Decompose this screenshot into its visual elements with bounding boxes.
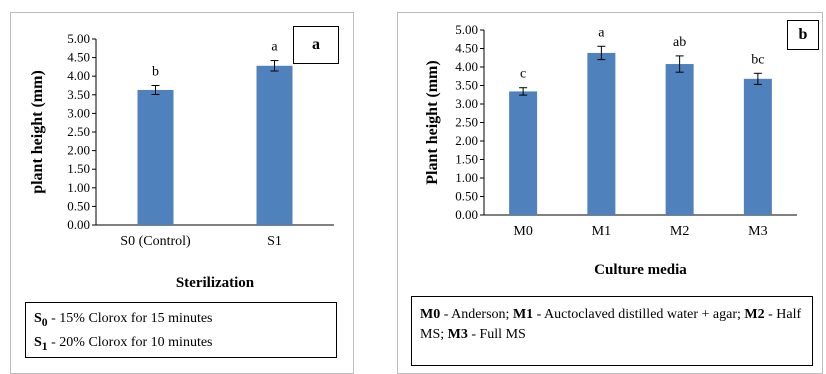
y-tick-label: 1.00	[455, 170, 478, 185]
y-tick-label: 1.50	[455, 152, 478, 167]
x-tick-label: S0 (Control)	[120, 234, 191, 249]
y-tick-label: 4.50	[67, 50, 90, 65]
x-tick-label: S1	[267, 234, 282, 249]
y-tick-label: 4.00	[67, 68, 90, 83]
bar	[256, 65, 293, 225]
y-tick-label: 3.00	[455, 96, 478, 111]
significance-letter: c	[520, 67, 526, 82]
y-tick-label: 5.00	[67, 31, 90, 46]
legend-key-sub: 1	[41, 339, 48, 353]
legend-box-a: S0 - 15% Clorox for 15 minutes S1 - 20% …	[25, 302, 337, 358]
bar	[587, 52, 616, 215]
legend-text: - Anderson;	[440, 307, 513, 322]
x-tick-label: M1	[592, 224, 611, 239]
legend-key: M1	[512, 307, 534, 322]
y-tick-label: 1.50	[67, 161, 90, 176]
x-tick-label: M0	[513, 224, 532, 239]
bar	[137, 89, 174, 226]
significance-letter: ab	[673, 35, 686, 50]
x-axis-title: Sterilization	[176, 275, 255, 291]
y-tick-label: 2.00	[67, 143, 90, 158]
legend-box-b: M0 - Anderson; M1 - Auctoclaved distille…	[411, 296, 813, 366]
y-tick-label: 0.00	[455, 207, 478, 222]
y-tick-label: 1.00	[67, 180, 90, 195]
legend-key-sub: 0	[41, 315, 48, 329]
y-tick-label: 3.00	[67, 105, 90, 120]
panel-label-b: b	[787, 20, 819, 50]
x-tick-label: M3	[748, 224, 767, 239]
chart-b: 0.00 0.50 1.00 1.50 2.00 2.50 3.00 3.50 4.00 4.50…	[424, 22, 797, 278]
x-tick-label: M2	[670, 224, 689, 239]
y-tick-label: 3.50	[67, 87, 90, 102]
x-axis-title: Culture media	[594, 262, 687, 278]
significance-letter: b	[152, 65, 159, 80]
legend-key: M0	[420, 307, 441, 322]
legend-key: M2	[744, 307, 765, 322]
y-tick-label: 0.50	[67, 198, 90, 213]
y-tick-label: 4.00	[455, 59, 478, 74]
legend-text: - Full MS	[467, 327, 526, 342]
y-tick-label: 4.50	[455, 41, 478, 56]
legend-line: S1 - 20% Clorox for 10 minutes	[34, 333, 328, 357]
bar	[665, 64, 694, 215]
bar	[743, 78, 772, 215]
legend-text: - Half MS;	[420, 307, 802, 342]
y-tick-label: 2.00	[455, 133, 478, 148]
significance-letter: a	[271, 40, 278, 55]
legend-key: S	[34, 311, 42, 326]
legend-line: S0 - 15% Clorox for 15 minutes	[34, 309, 328, 333]
legend-key: M3	[447, 327, 468, 342]
significance-letter: bc	[751, 52, 764, 67]
y-tick-label: 3.50	[455, 78, 478, 93]
y-tick-label: 2.50	[67, 124, 90, 139]
bar	[509, 91, 538, 215]
y-tick-label: 0.00	[67, 217, 90, 232]
chart-a: 0.00 0.50 1.00 1.50 2.00 2.50 3.00 3.50 4.00 4.50…	[29, 31, 334, 291]
significance-letter: a	[598, 25, 605, 40]
y-axis-title: Plant height (mm)	[424, 60, 441, 184]
y-tick-label: 0.50	[455, 189, 478, 204]
panel-label-a: a	[293, 26, 339, 64]
y-axis-title: plant height (mm)	[29, 70, 46, 194]
legend-key: S	[34, 334, 42, 350]
legend-text: - Auctoclaved distilled water + agar;	[533, 307, 745, 322]
legend-text: - 15% Clorox for 15 minutes	[47, 311, 213, 326]
legend-text: - 20% Clorox for 10 minutes	[47, 334, 213, 350]
y-tick-label: 2.50	[455, 115, 478, 130]
y-tick-label: 5.00	[455, 22, 478, 37]
